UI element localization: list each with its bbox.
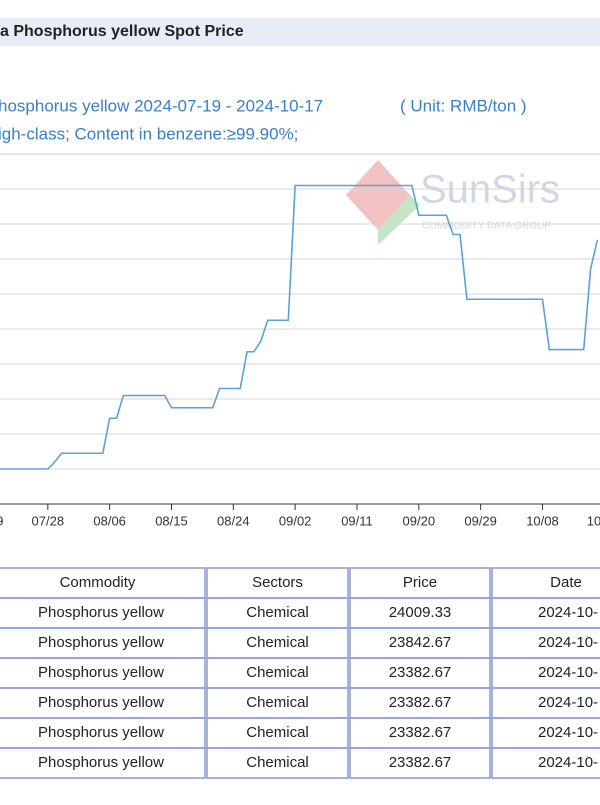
table-header: Sectors [252,574,303,591]
page-title: a Phosphorus yellow Spot Price [0,23,244,40]
table-cell-text: 23842.67 [389,634,452,651]
table-cell-text: Chemical [246,604,309,621]
table-cell-text: 23382.67 [389,694,452,711]
table-cell-text: 2024-10- [538,754,598,771]
chart-subtitle: hosphorus yellow 2024-07-19 - 2024-10-17 [0,96,323,115]
x-tick-label: 09/29 [464,513,497,528]
table-cell-text: 2024-10- [538,634,598,651]
x-tick-label: 10/08 [526,513,559,528]
table-cell-text: 2024-10- [538,664,598,681]
x-tick-label: 08/24 [217,513,250,528]
table-cell-text: 23382.67 [389,724,452,741]
watermark-brand: SunSirs [420,168,560,212]
logo-mark [346,160,410,230]
x-tick-label: 10/ [587,513,600,528]
table-cell [206,747,349,779]
x-tick-label: 08/06 [93,513,126,528]
unit: ( Unit: RMB/ton ) [400,96,527,115]
table-cell-text: Chemical [246,724,309,741]
table-cell-text: Chemical [246,754,309,771]
table-cell-text: Phosphorus yellow [38,634,164,651]
table-cell-text: Phosphorus yellow [38,604,164,621]
table-cell-text: 23382.67 [389,754,452,771]
table-cell-text: Phosphorus yellow [38,694,164,711]
table-header: Commodity [60,574,136,591]
table-cell [491,567,600,599]
watermark-tagline: COMMODITY DATA GROUP [422,221,551,232]
table-cell-text: Phosphorus yellow [38,664,164,681]
table-cell [349,747,491,779]
watermark: SunSirs COMMODITY DATA GROUP [346,160,560,245]
table-cell [0,747,206,779]
table-cell-text: Phosphorus yellow [38,754,164,771]
table: Commodity Sectors Price Date Phosphorus yell… [0,567,600,779]
table-header: Price [403,574,437,591]
table-cell-text: 2024-10- [538,604,598,621]
x-tick-label: 09/02 [279,513,312,528]
table-cell-text: 2024-10- [538,694,598,711]
logo-mark [378,195,420,245]
table-cell [491,747,600,779]
title-bar [0,18,600,46]
x-tick-label: 9 [0,513,4,528]
table-cell-text: Chemical [246,634,309,651]
x-tick-label: 09/11 [341,513,373,528]
price-line [0,184,599,470]
table-cell-text: Chemical [246,664,309,681]
chart-note: igh-class; Content in benzene:≥99.90%; [0,124,298,143]
table-header: Date [550,574,582,591]
table-cell-text: 23382.67 [389,664,452,681]
x-tick-label: 07/28 [32,513,65,528]
x-tick-label: 08/15 [155,513,188,528]
table-cell-text: 2024-10- [538,724,598,741]
x-tick-label: 09/20 [403,513,436,528]
table-cell-text: Chemical [246,694,309,711]
table-cell-text: 24009.33 [389,604,452,621]
table-cell-text: Phosphorus yellow [38,724,164,741]
